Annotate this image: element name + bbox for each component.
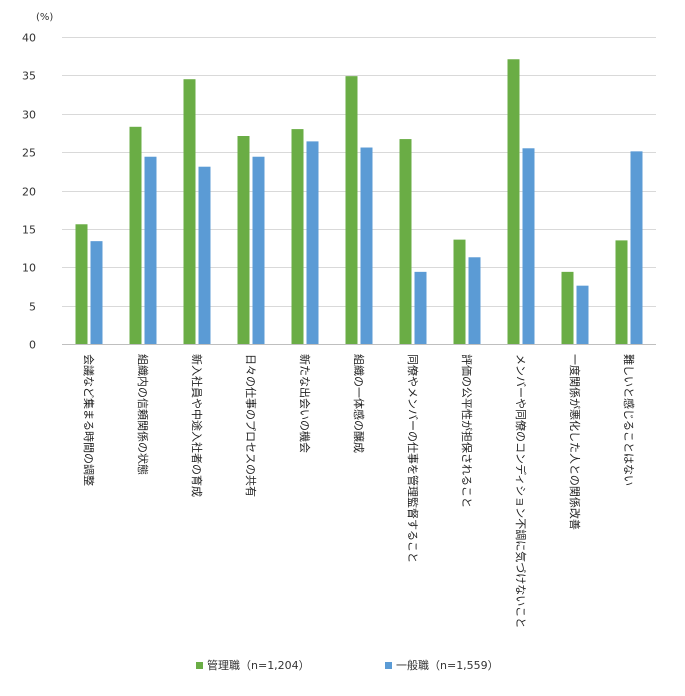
bar-manager-2 <box>183 79 196 345</box>
bar-manager-6 <box>399 139 412 344</box>
bar-general-2 <box>198 166 211 344</box>
category-label: 会議など集まる時間の調整 <box>82 354 96 486</box>
bar-manager-8 <box>507 59 520 344</box>
legend-label: 管理職（n=1,204） <box>207 658 310 672</box>
y-tick-label: 30 <box>22 109 36 122</box>
bar-general-4 <box>306 141 319 344</box>
category-label: 組織の一体感の醸成 <box>352 354 366 453</box>
y-tick-label: 25 <box>22 147 36 160</box>
category-label: 難しいと感じることはない <box>622 354 635 486</box>
category-label: 評価の公平性が担保されること <box>460 354 474 508</box>
bar-manager-5 <box>345 76 358 344</box>
y-tick-label: 10 <box>22 262 36 275</box>
y-axis-ticks: 0 5 10 15 20 25 30 35 40 <box>22 32 36 352</box>
legend: 管理職（n=1,204） 一般職（n=1,559） <box>196 658 499 672</box>
legend-label: 一般職（n=1,559） <box>396 659 499 672</box>
bars <box>75 59 643 345</box>
y-tick-label: 35 <box>22 70 36 83</box>
bar-general-9 <box>576 285 589 344</box>
bar-manager-1 <box>129 126 142 344</box>
bar-general-6 <box>414 271 427 344</box>
bar-manager-4 <box>291 129 304 344</box>
bar-manager-9 <box>561 271 574 344</box>
y-tick-label: 20 <box>22 186 36 199</box>
bar-manager-0 <box>75 224 88 344</box>
y-tick-label: 5 <box>29 301 36 314</box>
y-tick-label: 0 <box>29 339 36 352</box>
category-label: メンバーや同僚のコンディション不調に気づけないこと <box>514 354 528 628</box>
bar-general-3 <box>252 156 265 344</box>
bar-manager-3 <box>237 136 250 344</box>
bar-general-5 <box>360 147 373 344</box>
category-label: 一度関係が悪化した人との関係改善 <box>568 354 582 530</box>
bar-general-8 <box>522 148 535 344</box>
y-axis-unit-label: (%) <box>36 12 53 23</box>
category-label: 日々の仕事のプロセスの共有 <box>244 354 258 497</box>
legend-swatch <box>385 662 392 669</box>
bar-general-1 <box>144 156 157 344</box>
bar-general-7 <box>468 257 481 344</box>
category-label: 組織内の信頼関係の状態 <box>136 354 150 475</box>
y-tick-label: 40 <box>22 32 36 45</box>
category-label: 新入社員や中途入社者の育成 <box>190 354 204 497</box>
y-tick-label: 15 <box>22 224 36 237</box>
bar-manager-10 <box>615 240 628 344</box>
bar-general-0 <box>90 241 103 344</box>
category-label: 同僚やメンバーの仕事を管理監督すること <box>406 354 420 563</box>
bar-general-10 <box>630 151 643 344</box>
gridlines <box>62 37 656 307</box>
category-label: 新たな出会いの機会 <box>298 354 312 453</box>
legend-swatch <box>196 662 203 669</box>
bar-manager-7 <box>453 239 466 344</box>
category-labels: 会議など集まる時間の調整 組織内の信頼関係の状態 新入社員や中途入社者の育成 日々の仕… <box>82 354 635 628</box>
